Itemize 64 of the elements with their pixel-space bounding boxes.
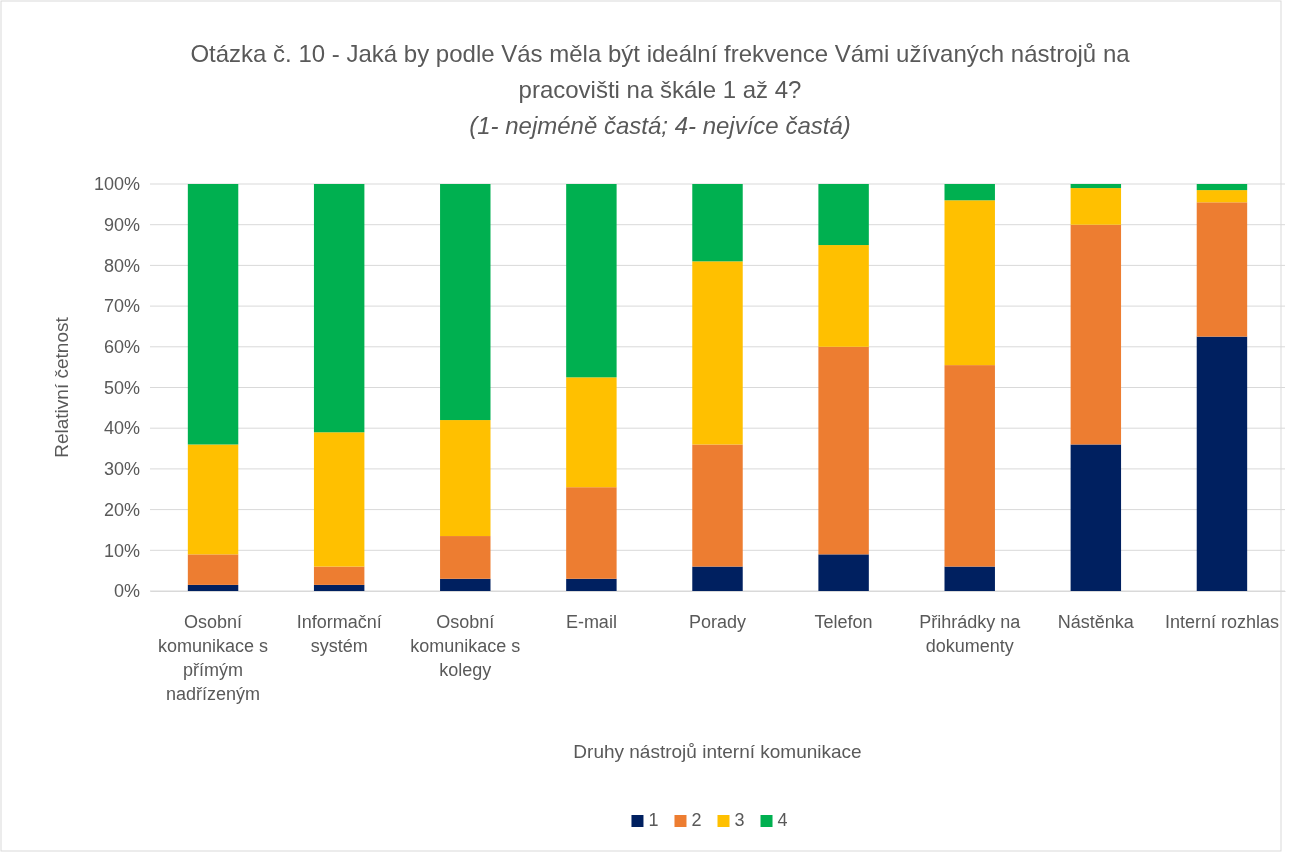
bar <box>1070 444 1122 591</box>
bar <box>187 184 239 445</box>
y-tick-label: 10% <box>103 540 140 561</box>
bar <box>313 184 365 433</box>
bar <box>313 566 365 585</box>
x-tick-label: Informační systém <box>296 612 382 656</box>
bar <box>692 566 743 591</box>
x-tick-label: Telefon <box>814 612 873 632</box>
chart-title: Otázka č. 10 - Jaká by podle Vás měla být ideální frekvence Vámi užívaných nástrojů na pracovišti na škále 1 až 4? <box>190 40 1131 103</box>
x-tick-label: Nástěnka <box>1057 612 1135 632</box>
chart-subtitle: (1- nejméně častá; 4- nejvíce častá) <box>469 112 851 139</box>
y-tick-label: 20% <box>103 499 140 520</box>
bar <box>692 261 743 445</box>
x-tick-label: Osobní komunikace s přímým nadřízeným <box>158 612 269 704</box>
legend-label: 1 <box>648 810 659 830</box>
x-tick-label: Interní rozhlas <box>1164 612 1279 632</box>
y-tick-label: 30% <box>103 459 140 480</box>
bar <box>1196 202 1248 337</box>
bar <box>818 346 869 555</box>
y-tick-label: 100% <box>93 174 140 195</box>
bar <box>692 184 743 262</box>
bar <box>187 554 239 585</box>
y-axis-title: Relativní četnost <box>51 316 72 458</box>
legend-label: 3 <box>734 810 745 830</box>
bar <box>566 578 617 591</box>
bar <box>1196 184 1248 191</box>
bar <box>1196 336 1248 591</box>
bar <box>1070 184 1122 189</box>
bar <box>1196 190 1248 203</box>
bar <box>440 420 491 537</box>
bar <box>187 584 239 591</box>
bar <box>313 432 365 567</box>
bar <box>440 578 491 591</box>
legend-label: 4 <box>777 810 788 830</box>
legend-label: 2 <box>691 810 702 830</box>
bar <box>944 184 995 201</box>
bar <box>818 184 869 246</box>
x-tick-label: Přihrádky na dokumenty <box>919 612 1022 656</box>
bar <box>944 200 995 366</box>
y-tick-label: 60% <box>103 337 140 358</box>
bar <box>1070 224 1122 445</box>
bar <box>944 365 995 567</box>
bar <box>1070 188 1122 225</box>
bar <box>566 184 617 378</box>
x-tick-label: Osobní komunikace s kolegy <box>410 612 521 680</box>
bar <box>566 487 617 579</box>
bar <box>313 584 365 591</box>
x-tick-label: Porady <box>688 612 747 632</box>
y-tick-label: 90% <box>103 214 140 235</box>
bar <box>566 377 617 488</box>
bar <box>818 245 869 347</box>
y-tick-label: 70% <box>103 296 140 317</box>
x-tick-label: E-mail <box>565 612 617 632</box>
y-tick-label: 0% <box>113 581 140 602</box>
x-axis-title: Druhy nástrojů interní komunikace <box>573 741 862 762</box>
y-tick-label: 80% <box>103 255 140 276</box>
bar <box>692 444 743 567</box>
y-tick-label: 40% <box>103 418 140 439</box>
bar <box>440 536 491 579</box>
bar <box>440 184 491 421</box>
bar <box>818 554 869 591</box>
y-tick-label: 50% <box>103 377 140 398</box>
bar <box>187 444 239 555</box>
bar <box>944 566 995 591</box>
